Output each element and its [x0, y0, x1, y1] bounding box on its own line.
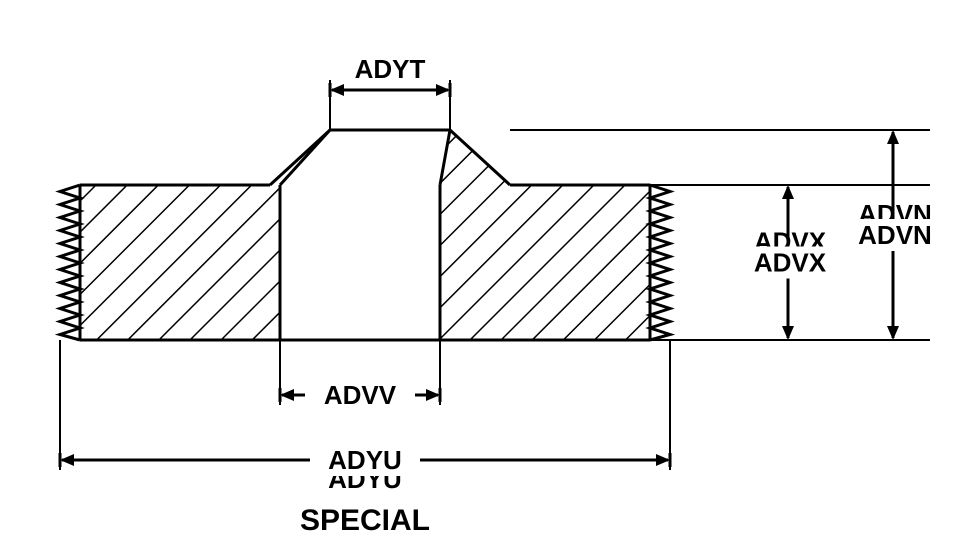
- advv-label: ADVV: [324, 380, 397, 410]
- advx-label: ADVX: [754, 248, 827, 278]
- advn-label: ADVN: [858, 220, 932, 250]
- diagram-title: SPECIAL: [300, 504, 430, 537]
- adyt-label: ADYT: [355, 54, 426, 84]
- adyu-label: ADYU: [328, 445, 402, 475]
